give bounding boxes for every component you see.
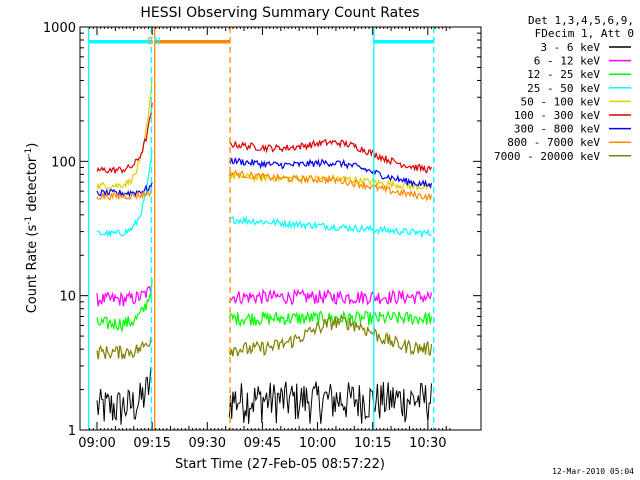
y-tick-label: 100 [51,155,76,170]
series-100-300-segment-0 [96,102,153,175]
x-tick-label: 10:00 [299,436,336,451]
legend-entry: 25 - 50 keV [527,82,631,95]
series-6-12-kev [96,285,433,307]
y-tick-label: 1000 [43,21,76,36]
series-25-50-segment-0 [96,150,153,238]
legend-header-2: FDecim 1, Att 0 [535,27,634,40]
state-bar-1 [373,40,434,44]
legend-label: 300 - 800 keV [514,123,600,136]
legend-entry: 12 - 25 keV [527,68,631,81]
x-tick-label: 09:00 [78,436,115,451]
series-800-7000-segment-0 [96,188,153,201]
series-100-300-kev [96,102,433,175]
y-tick-label: 1 [68,424,76,439]
legend-label: 12 - 25 keV [527,68,600,81]
x-tick-label: 10:30 [409,436,446,451]
footer-date: 12-Mar-2010 05:04 [552,467,634,476]
series-7000-20000-segment-1 [228,313,433,357]
flag-s: S [147,36,153,47]
series-3-6-segment-1 [228,381,432,424]
series-3-6-segment-0 [96,366,153,425]
series-25-50-segment-1 [228,215,432,239]
y-tick-label: 10 [59,290,76,305]
x-tick-label: 09:45 [244,436,281,451]
legend-label: 100 - 300 keV [514,109,600,122]
series-7000-20000-kev [96,313,433,360]
legend-entry: 6 - 12 keV [534,55,631,68]
series-6-12-segment-1 [228,288,433,306]
series-25-50-kev [96,150,432,239]
legend-label: 800 - 7000 keV [507,136,600,149]
series-800-7000-segment-1 [228,169,433,202]
series-7000-20000-segment-0 [96,336,153,360]
legend-entry: 100 - 300 keV [514,109,631,122]
series-100-300-segment-1 [228,138,433,174]
x-axis-label: Start Time (27-Feb-05 08:57:22) [175,457,385,472]
series-800-7000-kev [96,169,433,202]
x-tick-label: 09:15 [133,436,170,451]
legend-entry: 50 - 100 keV [521,95,631,108]
series-layer [96,76,433,425]
state-bar-2 [154,40,231,44]
ticks-layer: 09:00 09:15 09:30 09:45 10:00 10:15 10:30 1 10 10… [43,21,481,451]
y-axis-label: Count Rate (s-1 detector-1) [24,143,40,314]
x-tick-label: 10:15 [354,436,391,451]
legend: Det 1,3,4,5,6,9, FDecim 1, Att 0 3 - 6 k… [494,14,634,163]
legend-entry: 3 - 6 keV [540,41,631,54]
legend-header-1: Det 1,3,4,5,6,9, [528,14,634,27]
legend-label: 6 - 12 keV [534,55,601,68]
series-6-12-segment-0 [96,285,153,307]
series-300-800-segment-1 [228,157,433,190]
x-tick-label: 09:30 [189,436,226,451]
legend-label: 25 - 50 keV [527,82,600,95]
legend-label: 50 - 100 keV [521,95,601,108]
series-12-25-segment-0 [96,278,153,333]
legend-entry: 7000 - 20000 keV [494,150,631,163]
legend-label: 3 - 6 keV [540,41,600,54]
legend-label: 7000 - 20000 keV [494,150,600,163]
state-bar-0 [88,40,152,44]
legend-entry: 300 - 800 keV [514,123,631,136]
legend-entry: 800 - 7000 keV [507,136,631,149]
series-3-6-kev [96,366,432,425]
flag-n: N [153,36,160,47]
chart-title: HESSI Observing Summary Count Rates [140,5,419,21]
